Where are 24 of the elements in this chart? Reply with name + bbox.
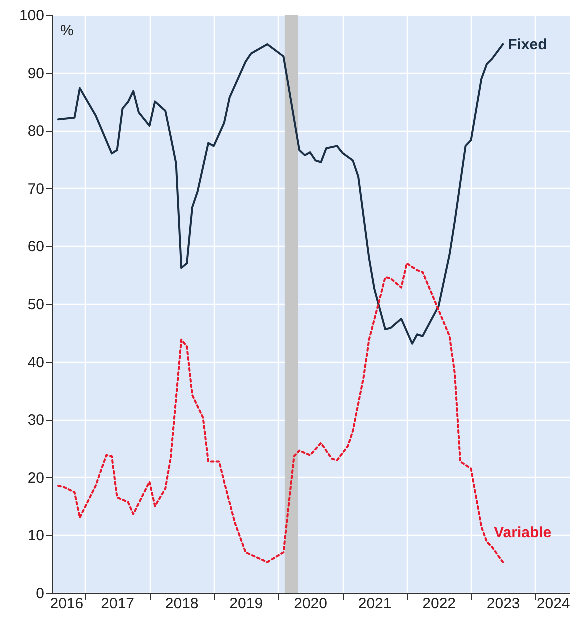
y-tick-label: 20 — [28, 470, 44, 487]
series-label: Variable — [494, 524, 552, 542]
series-label: Fixed — [508, 36, 548, 54]
y-tick-label: 30 — [28, 412, 44, 430]
x-tick-label: 2021 — [358, 596, 392, 612]
y-tick-label: 90 — [28, 65, 44, 82]
x-tick-label: 2024 — [536, 596, 570, 612]
x-tick-label: 2019 — [230, 596, 264, 612]
x-tick-label: 2022 — [422, 596, 456, 612]
y-tick-label: 0 — [36, 586, 44, 602]
x-tick-label: 2017 — [101, 596, 135, 612]
y-tick-label: 40 — [28, 354, 44, 372]
y-tick-label: 50 — [28, 296, 44, 314]
x-tick-label: 2018 — [165, 596, 199, 612]
x-tick-label: 2023 — [486, 596, 520, 612]
x-tick-label: 2016 — [50, 596, 84, 612]
y-tick-label: 60 — [28, 238, 44, 256]
y-axis-title: % — [60, 22, 74, 40]
y-tick-label: 70 — [28, 180, 44, 198]
x-tick-label: 2020 — [294, 596, 328, 612]
y-tick-label: 100 — [19, 8, 44, 24]
line-series — [58, 43, 504, 345]
y-tick-label: 10 — [28, 528, 44, 545]
y-tick-label: 80 — [28, 123, 44, 140]
